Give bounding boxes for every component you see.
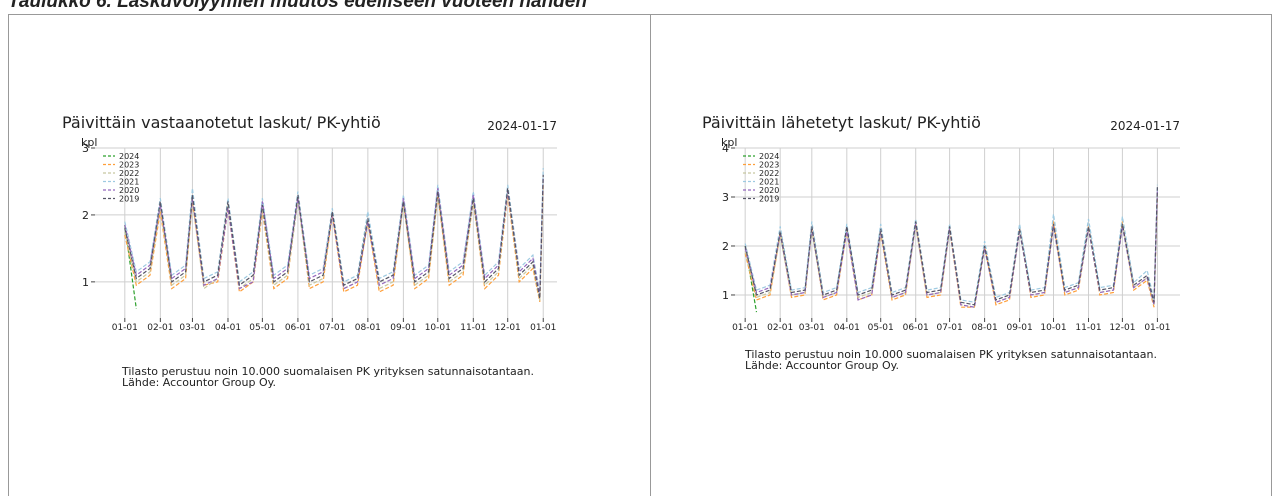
x-tick-label: 05-01 [249, 323, 275, 333]
legend-label: 2020 [759, 186, 779, 195]
page-title: Taulukko 6. Laskuvolyymien muutos edelli… [8, 0, 587, 12]
y-axis-label: kpl [721, 136, 737, 149]
x-tick-label: 12-01 [1109, 323, 1135, 333]
y-tick-label: 1 [82, 276, 89, 289]
x-tick-label: 03-01 [179, 323, 205, 333]
y-tick-label: 2 [82, 209, 89, 222]
y-tick-label: 3 [722, 191, 729, 204]
x-tick-label: 01-01 [1144, 323, 1170, 333]
x-tick-label: 01-01 [732, 323, 758, 333]
data-line [744, 189, 1158, 308]
y-tick-label: 2 [722, 240, 729, 253]
x-tick-label: 04-01 [834, 323, 860, 333]
data-line [744, 187, 1158, 306]
table-border [8, 14, 1272, 496]
x-tick-label: 11-01 [460, 323, 486, 333]
legend-label: 2019 [759, 195, 779, 204]
legend-label: 2023 [119, 161, 139, 170]
x-tick-label: 10-01 [1040, 323, 1066, 333]
footnote: Tilasto perustuu noin 10.000 suomalaisen… [744, 348, 1157, 361]
x-tick-label: 06-01 [285, 323, 311, 333]
x-tick-label: 10-01 [425, 323, 451, 333]
footnote: Tilasto perustuu noin 10.000 suomalaisen… [121, 365, 534, 378]
footnote: Lähde: Accountor Group Oy. [745, 359, 899, 372]
x-tick-label: 03-01 [799, 323, 825, 333]
x-tick-label: 09-01 [1007, 323, 1033, 333]
legend-label: 2020 [119, 186, 139, 195]
x-tick-label: 09-01 [390, 323, 416, 333]
y-tick-label: 4 [722, 142, 729, 155]
footnote: Lähde: Accountor Group Oy. [122, 376, 276, 389]
x-tick-label: 12-01 [495, 323, 521, 333]
legend-label: 2022 [119, 169, 139, 178]
legend-label: 2024 [759, 152, 779, 161]
y-axis-label: kpl [81, 136, 97, 149]
x-tick-label: 02-01 [147, 323, 173, 333]
legend-label: 2021 [759, 178, 779, 187]
chart-date: 2024-01-17 [1110, 119, 1180, 133]
x-tick-label: 11-01 [1075, 323, 1101, 333]
x-tick-label: 02-01 [767, 323, 793, 333]
chart-date: 2024-01-17 [487, 119, 557, 133]
legend-label: 2023 [759, 161, 779, 170]
legend-label: 2024 [119, 152, 139, 161]
x-tick-label: 07-01 [319, 323, 345, 333]
data-line [124, 178, 544, 296]
chart-title: Päivittäin vastaanotetut laskut/ PK-yhti… [62, 113, 381, 132]
y-tick-label: 1 [722, 289, 729, 302]
x-tick-label: 06-01 [903, 323, 929, 333]
chart-title: Päivittäin lähetetyt laskut/ PK-yhtiö [702, 113, 981, 132]
x-tick-label: 04-01 [215, 323, 241, 333]
data-line [124, 174, 544, 299]
x-tick-label: 08-01 [355, 323, 381, 333]
x-tick-label: 01-01 [530, 323, 556, 333]
legend-label: 2021 [119, 178, 139, 187]
legend-label: 2019 [119, 195, 139, 204]
data-line [744, 194, 1158, 308]
x-tick-label: 05-01 [868, 323, 894, 333]
x-tick-label: 08-01 [972, 323, 998, 333]
data-line [744, 192, 1158, 308]
x-tick-label: 07-01 [937, 323, 963, 333]
x-tick-label: 01-01 [112, 323, 138, 333]
y-tick-label: 3 [82, 142, 89, 155]
legend-label: 2022 [759, 169, 779, 178]
